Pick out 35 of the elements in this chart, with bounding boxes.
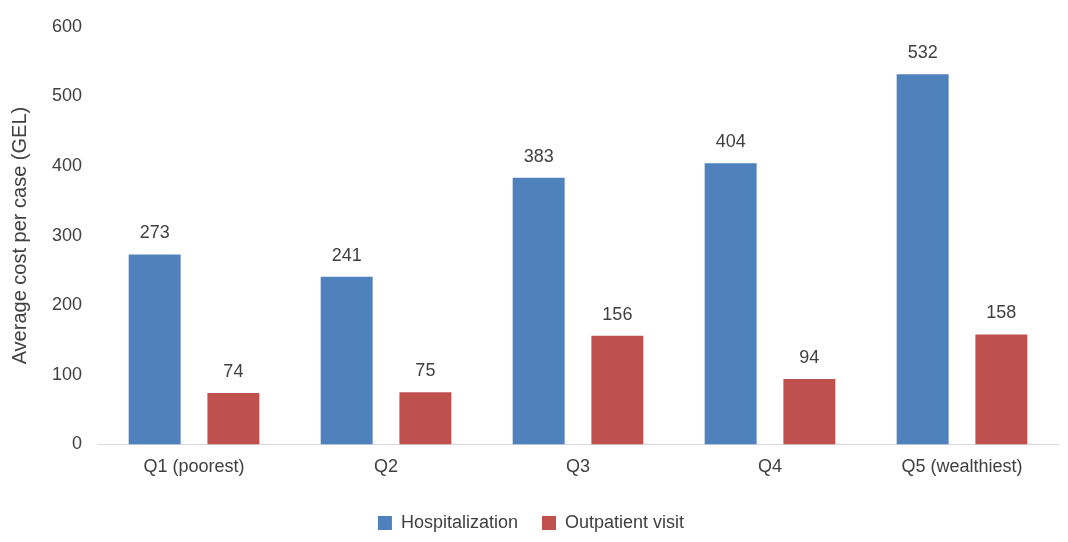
data-label: 94 <box>799 346 820 367</box>
y-tick-label: 400 <box>51 154 83 175</box>
data-label: 273 <box>139 222 170 243</box>
y-tick-label: 0 <box>72 433 83 454</box>
bar <box>704 163 757 445</box>
y-axis-title: Average cost per case (GEL) <box>7 106 30 365</box>
data-label: 158 <box>986 302 1017 323</box>
x-tick-label: Q1 (poorest) <box>143 456 245 477</box>
x-tick-label: Q4 <box>758 456 783 477</box>
data-label: 74 <box>223 360 244 381</box>
bar <box>207 392 260 445</box>
bar <box>896 74 949 445</box>
x-tick-label: Q2 <box>374 456 399 477</box>
data-label: 156 <box>602 303 633 324</box>
data-label: 404 <box>715 131 746 152</box>
data-label: 532 <box>907 42 938 63</box>
y-tick-label: 600 <box>51 15 83 36</box>
x-tick-label: Q3 <box>566 456 591 477</box>
legend-label: Outpatient visit <box>565 511 685 532</box>
bar <box>128 254 181 445</box>
data-label: 383 <box>523 145 554 166</box>
bar <box>975 334 1028 445</box>
y-tick-label: 200 <box>51 294 83 315</box>
data-label: 75 <box>415 360 436 381</box>
bar <box>399 392 452 445</box>
legend-label: Hospitalization <box>400 511 518 532</box>
bar <box>783 378 836 445</box>
data-label: 241 <box>331 244 362 265</box>
bar <box>591 335 644 445</box>
bar <box>512 177 565 445</box>
x-tick-label: Q5 (wealthiest) <box>901 456 1023 477</box>
y-tick-label: 300 <box>51 224 83 245</box>
bar <box>320 276 373 445</box>
y-tick-label: 100 <box>51 363 83 384</box>
y-tick-label: 500 <box>51 85 83 106</box>
